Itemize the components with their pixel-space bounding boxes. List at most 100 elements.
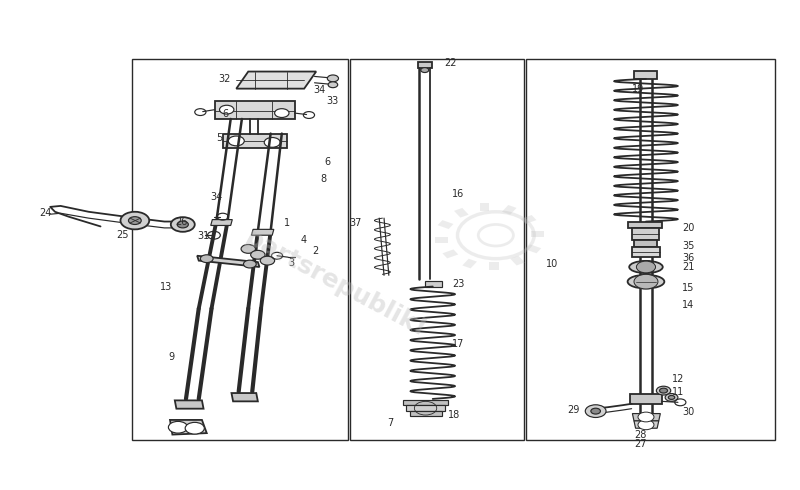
Bar: [490, 262, 499, 270]
Circle shape: [656, 386, 670, 395]
Text: 24: 24: [39, 208, 51, 218]
Circle shape: [328, 82, 338, 88]
Ellipse shape: [628, 275, 664, 289]
Circle shape: [634, 274, 658, 289]
Circle shape: [185, 422, 204, 434]
Polygon shape: [210, 220, 232, 225]
Bar: [510, 256, 525, 266]
Bar: [462, 259, 477, 269]
Circle shape: [250, 250, 265, 259]
Polygon shape: [418, 62, 432, 68]
Text: 10: 10: [546, 259, 558, 269]
Circle shape: [219, 105, 234, 114]
Polygon shape: [222, 134, 286, 148]
Polygon shape: [634, 421, 658, 428]
Text: 20: 20: [682, 223, 694, 233]
Polygon shape: [630, 394, 662, 404]
Text: 33: 33: [326, 96, 338, 106]
Text: 35: 35: [682, 241, 694, 251]
Text: 28: 28: [634, 430, 646, 440]
Text: 31: 31: [198, 231, 210, 241]
Circle shape: [638, 420, 654, 430]
Circle shape: [638, 412, 654, 422]
Polygon shape: [406, 405, 445, 411]
Bar: [521, 215, 537, 224]
Circle shape: [665, 393, 678, 401]
Circle shape: [169, 421, 187, 433]
Text: 19: 19: [631, 84, 644, 94]
Text: 9: 9: [169, 352, 174, 363]
Polygon shape: [634, 71, 657, 79]
Text: 14: 14: [682, 299, 694, 310]
Polygon shape: [214, 101, 294, 119]
Text: 37: 37: [350, 218, 362, 228]
Text: 2: 2: [312, 246, 318, 256]
Bar: [442, 249, 458, 258]
Text: 6: 6: [222, 109, 228, 119]
Circle shape: [274, 109, 289, 118]
Bar: [454, 208, 469, 218]
Text: 21: 21: [682, 262, 694, 272]
Polygon shape: [631, 228, 658, 240]
Polygon shape: [631, 247, 659, 257]
Text: 36: 36: [682, 253, 694, 263]
Text: 32: 32: [218, 74, 230, 84]
Text: 1: 1: [284, 218, 290, 228]
Polygon shape: [251, 229, 274, 235]
Polygon shape: [634, 240, 657, 247]
Text: 22: 22: [444, 58, 457, 68]
Bar: [480, 203, 490, 211]
Text: 16: 16: [452, 189, 464, 199]
Text: 34: 34: [210, 192, 222, 202]
Circle shape: [170, 217, 194, 232]
Circle shape: [243, 260, 256, 268]
Circle shape: [659, 388, 667, 393]
Circle shape: [421, 68, 429, 73]
Bar: [502, 205, 517, 215]
Polygon shape: [410, 411, 442, 416]
Text: 12: 12: [671, 374, 684, 384]
Text: 29: 29: [568, 405, 580, 415]
Circle shape: [200, 255, 213, 263]
Text: 26: 26: [174, 217, 187, 226]
Circle shape: [129, 217, 142, 224]
Text: 11: 11: [671, 387, 684, 396]
Circle shape: [586, 405, 606, 417]
Text: 13: 13: [160, 282, 172, 292]
Polygon shape: [403, 400, 448, 405]
Ellipse shape: [630, 261, 662, 273]
Bar: [425, 281, 442, 287]
Polygon shape: [629, 221, 662, 228]
Text: 23: 23: [452, 279, 464, 289]
Text: 34: 34: [314, 85, 326, 95]
Polygon shape: [170, 420, 206, 435]
Text: partsrepublik!: partsrepublik!: [241, 226, 431, 342]
Bar: [435, 237, 448, 243]
Circle shape: [591, 408, 601, 414]
Circle shape: [228, 136, 244, 146]
Text: 6: 6: [324, 157, 330, 167]
Polygon shape: [236, 72, 316, 89]
Text: 5: 5: [217, 132, 222, 143]
Text: 4: 4: [300, 235, 306, 245]
Circle shape: [121, 212, 150, 229]
Text: 3: 3: [288, 258, 294, 268]
Polygon shape: [231, 393, 258, 401]
Polygon shape: [632, 414, 660, 421]
Text: 7: 7: [387, 418, 394, 428]
Text: 18: 18: [448, 410, 460, 420]
Circle shape: [327, 75, 338, 82]
Polygon shape: [197, 256, 259, 267]
Bar: [526, 245, 542, 253]
Text: 27: 27: [634, 440, 646, 449]
Circle shape: [636, 261, 655, 273]
Text: 17: 17: [452, 339, 464, 349]
Text: 8: 8: [320, 174, 326, 184]
Polygon shape: [174, 400, 203, 409]
Text: 15: 15: [682, 283, 694, 293]
Circle shape: [264, 138, 280, 147]
Circle shape: [241, 245, 255, 253]
Circle shape: [668, 395, 674, 399]
Circle shape: [177, 221, 188, 228]
Text: 25: 25: [117, 230, 129, 240]
